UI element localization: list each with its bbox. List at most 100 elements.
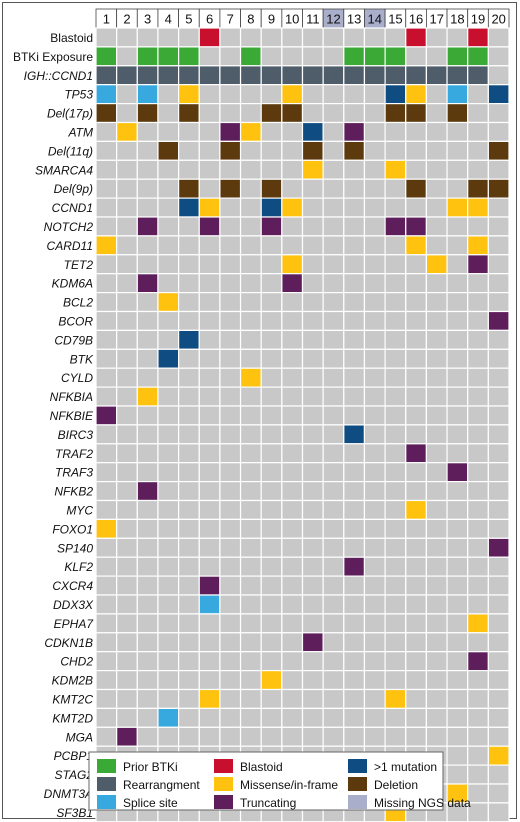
cell-deletion (446, 102, 469, 124)
cell-rearrangement (136, 65, 159, 86)
cell-empty (260, 443, 283, 464)
cell-rearrangement (301, 65, 324, 86)
cell-empty (95, 537, 118, 558)
cell-empty (281, 348, 304, 369)
cell-empty (446, 632, 469, 653)
cell-missense (260, 669, 283, 691)
cell-empty (95, 386, 118, 407)
cell-empty (322, 537, 345, 558)
cell-empty (322, 367, 345, 388)
cell-empty (405, 651, 427, 672)
cell-empty (405, 481, 427, 502)
cell-empty (322, 273, 345, 294)
cell-empty (198, 159, 221, 180)
cell-empty (343, 310, 366, 331)
cell-empty (301, 27, 324, 48)
cell-empty (116, 499, 138, 520)
cell-empty (178, 518, 200, 539)
cell-empty (198, 367, 221, 388)
cell-empty (198, 707, 221, 728)
cell-empty (95, 669, 118, 691)
cell-empty (384, 348, 407, 369)
cell-rearrangement (219, 65, 242, 86)
cell-empty (467, 556, 489, 577)
row-label: BCOR (58, 314, 93, 328)
column-number-label: 9 (268, 12, 275, 27)
cell-empty (425, 669, 448, 691)
cell-empty (446, 329, 469, 350)
cell-truncating (384, 216, 407, 237)
cell-empty (322, 688, 345, 709)
cell-empty (219, 84, 242, 105)
cell-empty (301, 178, 324, 199)
cell-truncating (136, 273, 159, 294)
cell-empty (198, 348, 221, 369)
cell-empty (116, 216, 138, 237)
row-label: TRAF3 (55, 466, 93, 480)
cell-empty (178, 481, 200, 502)
cell-truncating (446, 462, 469, 483)
cell-empty (281, 159, 304, 180)
cell-missense (281, 197, 304, 218)
cell-empty (198, 140, 221, 161)
cell-multi (178, 197, 200, 218)
cell-deletion (260, 102, 283, 124)
cell-missense (198, 197, 221, 218)
cell-empty (281, 651, 304, 672)
cell-empty (116, 159, 138, 180)
cell-empty (405, 140, 427, 161)
cell-empty (239, 575, 262, 596)
cell-empty (487, 235, 510, 256)
cell-empty (487, 424, 510, 445)
legend-label-missing: Missing NGS data (374, 796, 471, 810)
cell-empty (363, 159, 386, 180)
column-number-label: 14 (368, 12, 382, 27)
column-number-label: 13 (347, 12, 361, 27)
row-label: BCL2 (63, 296, 93, 310)
cell-empty (219, 159, 242, 180)
cell-empty (95, 367, 118, 388)
legend-swatch-deletion (348, 777, 367, 791)
cell-empty (487, 481, 510, 502)
cell-empty (487, 764, 510, 785)
column-number-label: 6 (206, 12, 213, 27)
legend-label-deletion: Deletion (374, 778, 418, 792)
cell-empty (301, 310, 324, 331)
cell-empty (446, 216, 469, 237)
cell-empty (116, 310, 138, 331)
cell-empty (157, 443, 180, 464)
cell-empty (425, 575, 448, 596)
row-label: TP53 (64, 88, 93, 102)
cell-rearrangement (281, 65, 304, 86)
cell-empty (425, 707, 448, 728)
cell-empty (116, 424, 138, 445)
cell-missense (425, 254, 448, 275)
cell-empty (425, 726, 448, 747)
cell-empty (301, 329, 324, 350)
cell-empty (157, 688, 180, 709)
cell-empty (219, 329, 242, 350)
cell-empty (322, 121, 345, 142)
row-label: BTK (70, 352, 94, 366)
cell-empty (116, 367, 138, 388)
cell-empty (384, 424, 407, 445)
cell-empty (343, 499, 366, 520)
cell-empty (95, 688, 118, 709)
cell-empty (405, 575, 427, 596)
cell-prior_btki (343, 46, 366, 67)
cell-missense (301, 159, 324, 180)
cell-empty (446, 27, 469, 48)
cell-empty (281, 216, 304, 237)
cell-empty (467, 462, 489, 483)
row-label: MGA (66, 730, 93, 744)
cell-empty (363, 121, 386, 142)
cell-empty (116, 669, 138, 691)
cell-empty (260, 159, 283, 180)
cell-empty (219, 235, 242, 256)
cell-empty (116, 462, 138, 483)
cell-empty (384, 575, 407, 596)
cell-empty (405, 726, 427, 747)
cell-splice (446, 84, 469, 105)
cell-empty (425, 178, 448, 199)
